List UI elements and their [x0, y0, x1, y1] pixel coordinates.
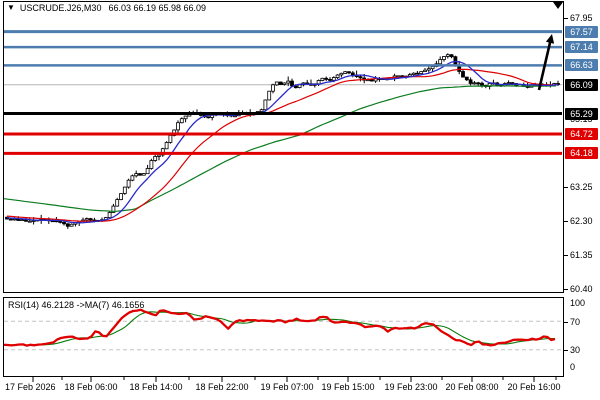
- chart-title-bar: ▼ USCRUDE.J26,M30 66.03 66.19 65.98 66.09: [7, 2, 206, 14]
- rsi-indicator-label: RSI(14) 46.2128 ->MA(7) 46.1656: [8, 300, 145, 310]
- rsi-axis-tickmark: [564, 321, 568, 323]
- ohlc-values-label: 66.03 66.19 65.98 66.09: [108, 3, 207, 13]
- time-axis-label: 20 Feb 16:00: [507, 382, 561, 392]
- one-click-trading-toggle-icon[interactable]: ▼: [7, 3, 15, 12]
- rsi-axis-tick-label: 70: [570, 317, 581, 327]
- price-axis-tickmark: [564, 220, 568, 222]
- price-axis-tick-label: 63.25: [570, 181, 593, 192]
- price-level-badge-64.72: 64.72: [565, 128, 598, 140]
- rsi-plot-layer: [4, 308, 562, 351]
- time-axis-label: 17 Feb 2026: [5, 382, 56, 392]
- price-level-badge-67.14: 67.14: [565, 41, 598, 54]
- time-axis-label: 18 Feb 06:00: [64, 382, 118, 392]
- rsi-axis-tick-label: 0: [570, 362, 576, 372]
- price-level-badge-65.29: 65.29: [565, 107, 598, 120]
- ma-green-line: [4, 85, 556, 212]
- rsi-axis-tickmark: [564, 349, 568, 351]
- rsi-main-line: [4, 308, 556, 347]
- up-arrow-line: [537, 37, 553, 91]
- time-axis-label: 18 Feb 14:00: [129, 382, 183, 392]
- time-axis-label: 18 Feb 22:00: [195, 382, 249, 392]
- price-axis-tick-label: 62.30: [570, 215, 593, 226]
- rsi-axis-tick-label: 100: [570, 298, 586, 308]
- price-level-badge-66.63: 66.63: [565, 59, 598, 72]
- candles-layer: [5, 53, 560, 229]
- price-level-badge-64.18: 64.18: [565, 147, 598, 160]
- price-axis-tick-label: 60.40: [570, 284, 593, 294]
- symbol-timeframe-label: USCRUDE.J26,M30: [19, 3, 102, 13]
- price-axis-tickmark: [564, 18, 568, 19]
- price-level-badge-67.57: 67.57: [565, 25, 598, 38]
- price-axis-tickmark: [564, 254, 568, 256]
- price-level-badge-66.09: 66.09: [565, 78, 598, 91]
- up-arrow-head: [545, 34, 555, 44]
- time-axis-label: 19 Feb 15:00: [321, 382, 375, 392]
- price-plot-layer: [4, 53, 562, 229]
- price-axis-tick-label: 67.95: [570, 13, 593, 23]
- rsi-ma-line: [4, 311, 556, 346]
- rsi-indicator-panel[interactable]: [3, 297, 564, 377]
- price-chart-panel[interactable]: [3, 1, 564, 293]
- time-axis-label: 20 Feb 08:00: [445, 382, 499, 392]
- time-axis-label: 19 Feb 23:00: [384, 382, 438, 392]
- price-axis-tickmark: [564, 186, 568, 188]
- time-axis-label: 19 Feb 07:00: [260, 382, 314, 392]
- price-axis-tick-label: 61.35: [570, 249, 593, 260]
- chart-shift-marker-icon: [553, 2, 563, 9]
- price-axis-tickmark: [564, 289, 568, 290]
- ma-red-line: [6, 68, 558, 222]
- rsi-axis-tick-label: 30: [570, 345, 581, 355]
